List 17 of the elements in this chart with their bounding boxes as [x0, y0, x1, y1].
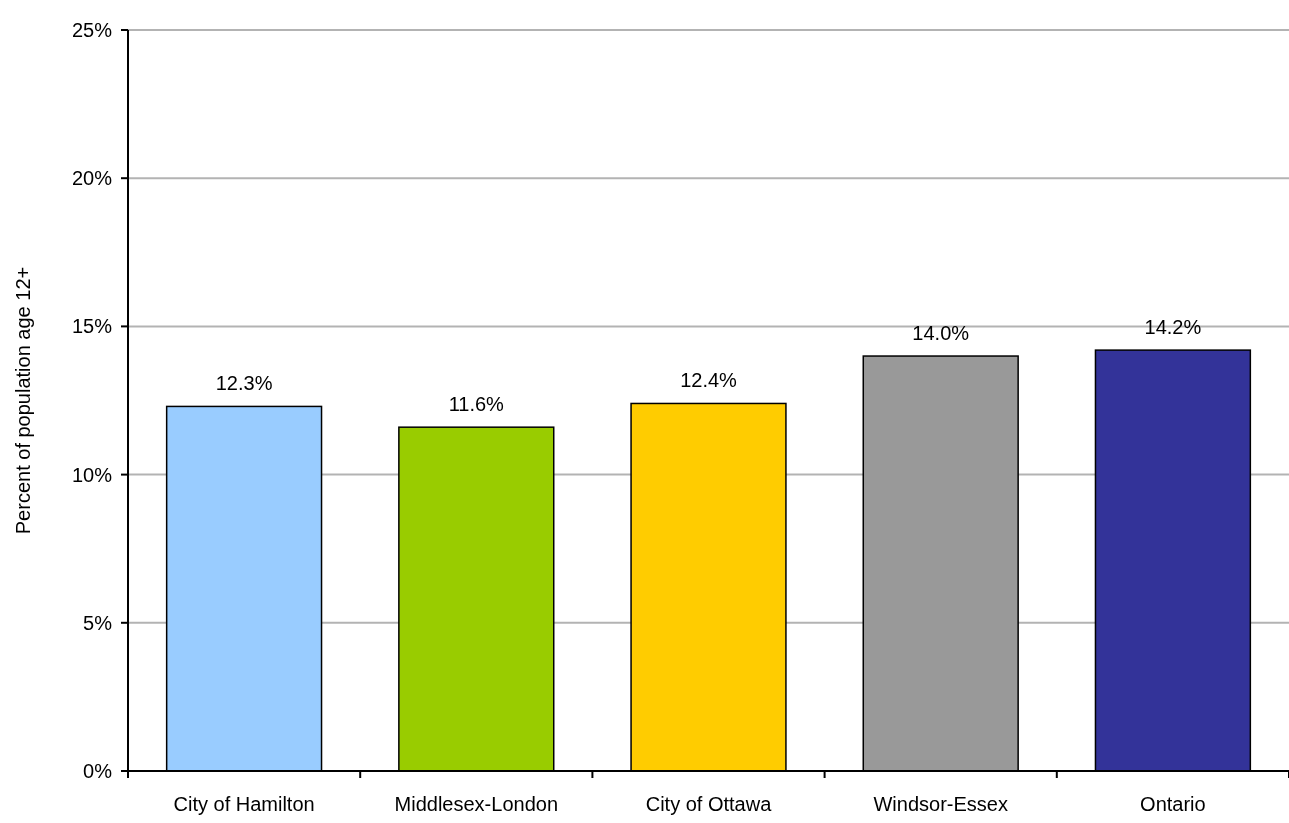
x-tick-label: Middlesex-London — [394, 793, 559, 815]
x-tick-label: Windsor-Essex — [873, 793, 1008, 815]
y-axis-title: Percent of population age 12+ — [12, 266, 34, 535]
data-label: 14.0% — [912, 322, 970, 345]
y-tick-label: 5% — [83, 611, 113, 634]
x-tick-label: City of Ottawa — [645, 793, 773, 815]
data-label: 14.2% — [1144, 316, 1202, 339]
y-tick-label: 0% — [83, 760, 113, 782]
data-label: 12.4% — [680, 369, 738, 392]
data-label: 11.6% — [448, 393, 505, 416]
y-tick-label: 10% — [71, 463, 113, 486]
x-tick-label: City of Hamilton — [173, 793, 315, 815]
data-label: 12.3% — [215, 372, 273, 395]
y-tick-label: 25% — [71, 19, 113, 41]
y-tick-label: 20% — [71, 167, 113, 190]
x-tick-label: Ontario — [1140, 793, 1206, 815]
y-tick-label: 15% — [71, 315, 113, 338]
